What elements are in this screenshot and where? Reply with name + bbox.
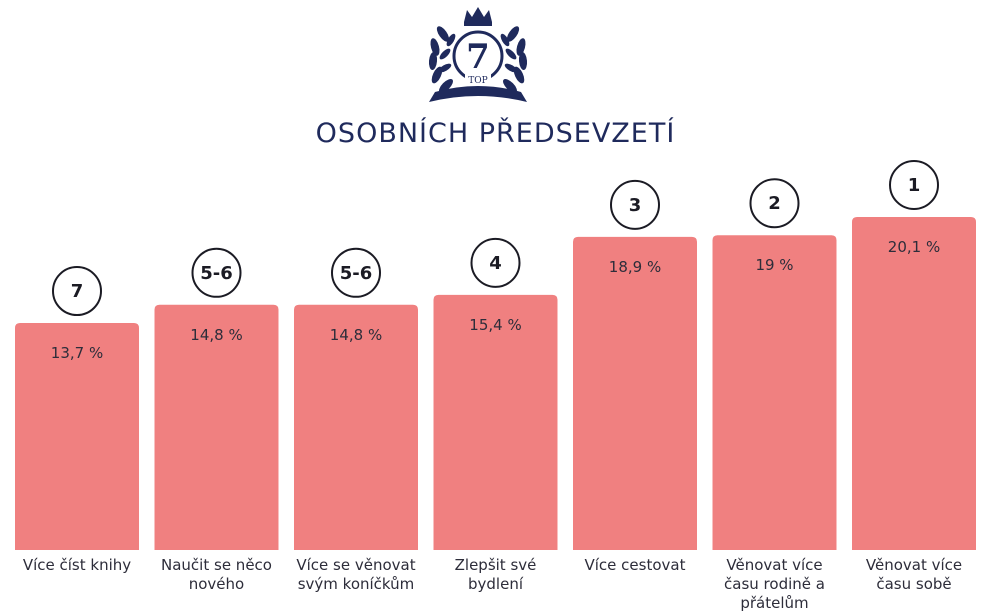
bar [573,236,697,550]
category-label: svým koníčkům [298,575,415,593]
logo-text: TOP [468,76,487,86]
top7-logo: 7 TOP [423,4,533,108]
bar [852,217,976,550]
rank-label: 5-6 [340,263,373,284]
bar [294,304,418,550]
rank-label: 4 [489,253,502,274]
bar [154,304,279,550]
rank-label: 7 [71,281,84,302]
rank-label: 1 [908,175,921,196]
rank-badge [470,237,521,288]
bar-value-label: 13,7 % [51,344,103,362]
category-label: Více číst knihy [23,556,131,574]
bar-value-label: 14,8 % [330,326,382,344]
rank-badge [889,160,939,210]
rank-label: 2 [768,193,781,214]
bar [15,323,139,550]
rank-badge [52,266,102,317]
rank-badge [331,247,381,298]
rank-badge [749,178,800,229]
bar-value-label: 18,9 % [609,258,661,276]
category-label: času rodině a [724,575,825,593]
category-label: nového [189,575,244,593]
category-label: přátelům [740,594,808,612]
rank-badge [191,247,242,298]
category-label: Věnovat více [866,556,962,574]
rank-label: 5-6 [200,263,233,284]
category-label: Více se věnovat [296,556,415,574]
bar-value-label: 20,1 % [888,238,940,256]
category-label: Více cestovat [585,556,686,574]
category-label: Věnovat více [726,556,822,574]
bar [712,235,837,550]
category-label: času sobě [876,575,951,593]
logo-number: 7 [466,37,490,77]
category-label: Zlepšit své [455,556,537,574]
bar-value-label: 14,8 % [190,326,242,344]
bar-value-label: 19 % [755,256,793,274]
category-label: Naučit se něco [161,556,272,574]
chart-title: OSOBNÍCH PŘEDSEVZETÍ [315,118,676,149]
rank-badge [610,179,660,230]
bar-value-label: 15,4 % [469,316,521,334]
category-label: bydlení [468,575,524,593]
rank-label: 3 [629,195,642,216]
bar [433,294,558,550]
laurel-crown-icon: 7 TOP [428,7,528,102]
